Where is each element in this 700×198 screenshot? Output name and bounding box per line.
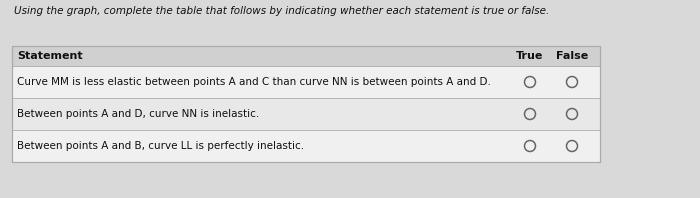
Bar bbox=[12, 98, 600, 130]
Bar bbox=[12, 46, 600, 162]
Text: Statement: Statement bbox=[17, 51, 83, 61]
Bar bbox=[12, 46, 600, 162]
Text: Between points A and B, curve LL is perfectly inelastic.: Between points A and B, curve LL is perf… bbox=[17, 141, 304, 151]
Text: True: True bbox=[517, 51, 544, 61]
Text: Between points A and D, curve NN is inelastic.: Between points A and D, curve NN is inel… bbox=[17, 109, 259, 119]
Text: False: False bbox=[556, 51, 588, 61]
Bar bbox=[12, 66, 600, 98]
Text: Using the graph, complete the table that follows by indicating whether each stat: Using the graph, complete the table that… bbox=[14, 6, 550, 16]
Text: Curve MM is less elastic between points A and C than curve NN is between points : Curve MM is less elastic between points … bbox=[17, 77, 491, 87]
Bar bbox=[12, 130, 600, 162]
Bar bbox=[12, 46, 600, 66]
